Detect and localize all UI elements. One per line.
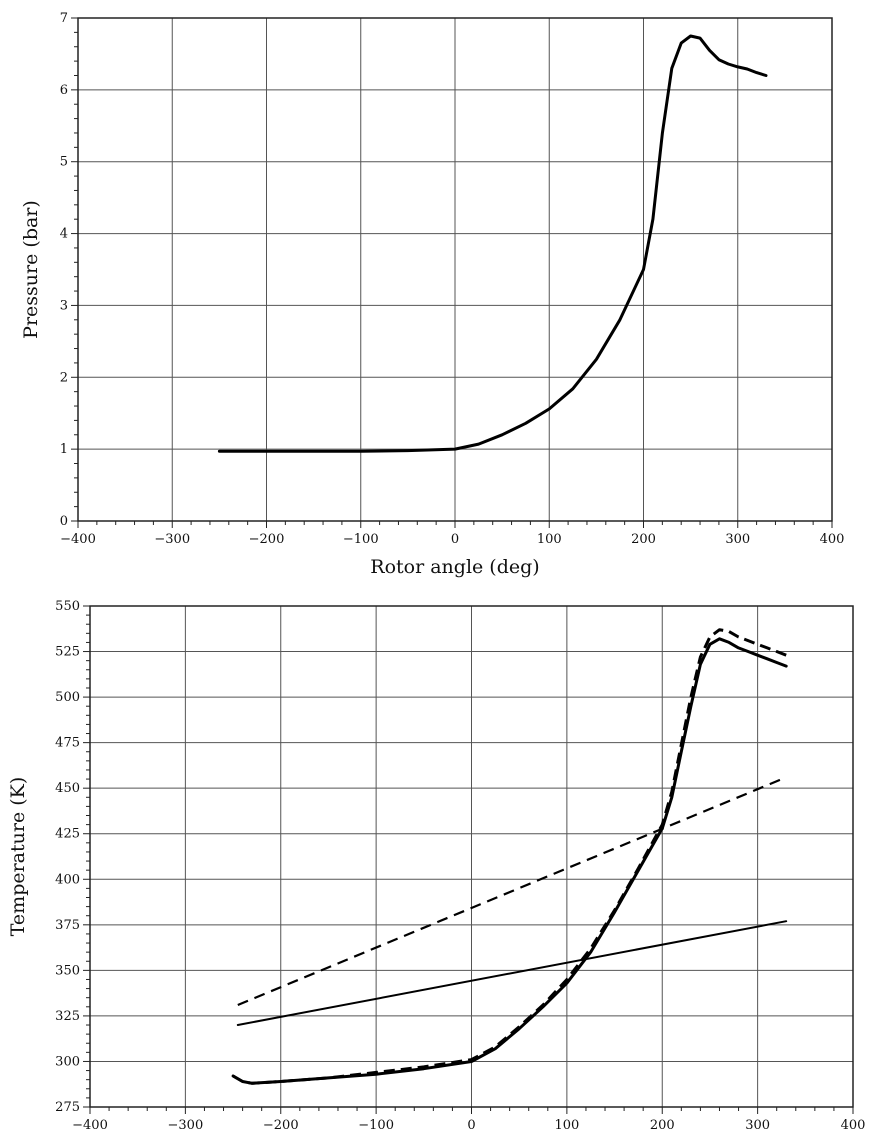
temperature-y-tick-label: 500 bbox=[55, 690, 80, 705]
temperature-series-1-line bbox=[231, 637, 788, 1085]
pressure-y-tick-label: 5 bbox=[60, 155, 68, 170]
temperature-y-tick-label: 325 bbox=[55, 1009, 80, 1024]
pressure-x-tick-label: 0 bbox=[451, 532, 459, 547]
pressure-series-1-line bbox=[217, 34, 768, 453]
temperature-x-tick-label: 0 bbox=[467, 1118, 475, 1133]
temperature-x-tick-label: 100 bbox=[554, 1118, 579, 1133]
temperature-y-tick-label: 450 bbox=[55, 781, 80, 796]
pressure-x-tick-label: −400 bbox=[60, 532, 96, 547]
pressure-x-tick-label: −100 bbox=[343, 532, 379, 547]
pressure-x-axis-title: Rotor angle (deg) bbox=[370, 556, 539, 578]
pressure-x-tick-label: 300 bbox=[725, 532, 750, 547]
temperature-x-tick-label: 200 bbox=[650, 1118, 675, 1133]
temperature-y-tick-label: 525 bbox=[55, 645, 80, 660]
pressure-x-tick-label: −200 bbox=[249, 532, 285, 547]
pressure-y-tick-label: 6 bbox=[60, 83, 68, 98]
temperature-x-tick-label: 400 bbox=[841, 1118, 866, 1133]
temperature-x-tick-label: −400 bbox=[72, 1118, 108, 1133]
temperature-y-tick-label: 550 bbox=[55, 599, 80, 614]
temperature-chart: −400 −300 −200 −100 0 100 200 300 400 275 300 325 35… bbox=[7, 599, 865, 1133]
pressure-y-tick-label: 0 bbox=[60, 514, 68, 529]
pressure-y-tick-label: 1 bbox=[60, 442, 68, 457]
temperature-y-tick-label: 350 bbox=[55, 963, 80, 978]
temperature-series-4-line bbox=[237, 776, 787, 1007]
pressure-y-axis-title: Pressure (bar) bbox=[20, 200, 42, 339]
temperature-x-tick-label: −100 bbox=[358, 1118, 394, 1133]
temperature-y-axis-title: Temperature (K) bbox=[7, 777, 29, 937]
pressure-chart: −400 −300 −200 −100 0 100 200 300 400 0 1 2 3 4 5 6 7 Rot… bbox=[20, 11, 844, 578]
temperature-x-tick-label: −200 bbox=[263, 1118, 299, 1133]
pressure-x-tick-label: 100 bbox=[537, 532, 562, 547]
temperature-x-tick-label: −300 bbox=[168, 1118, 204, 1133]
pressure-y-tick-label: 7 bbox=[60, 11, 68, 26]
pressure-y-tick-label: 2 bbox=[60, 370, 68, 385]
temperature-series-2-line bbox=[232, 628, 787, 1085]
temperature-y-tick-label: 475 bbox=[55, 736, 80, 751]
temperature-x-tick-label: 300 bbox=[745, 1118, 770, 1133]
temperature-series-3-line bbox=[236, 920, 788, 1026]
temperature-y-tick-label: 275 bbox=[55, 1100, 80, 1115]
pressure-x-tick-label: 400 bbox=[820, 532, 845, 547]
pressure-y-tick-label: 3 bbox=[60, 298, 68, 313]
temperature-y-tick-label: 300 bbox=[55, 1054, 80, 1069]
temperature-y-tick-label: 425 bbox=[55, 827, 80, 842]
temperature-y-tick-label: 400 bbox=[55, 872, 80, 887]
pressure-x-tick-label: −300 bbox=[154, 532, 190, 547]
pressure-y-tick-label: 4 bbox=[60, 227, 68, 242]
temperature-y-tick-label: 375 bbox=[55, 918, 80, 933]
pressure-x-tick-label: 200 bbox=[631, 532, 656, 547]
